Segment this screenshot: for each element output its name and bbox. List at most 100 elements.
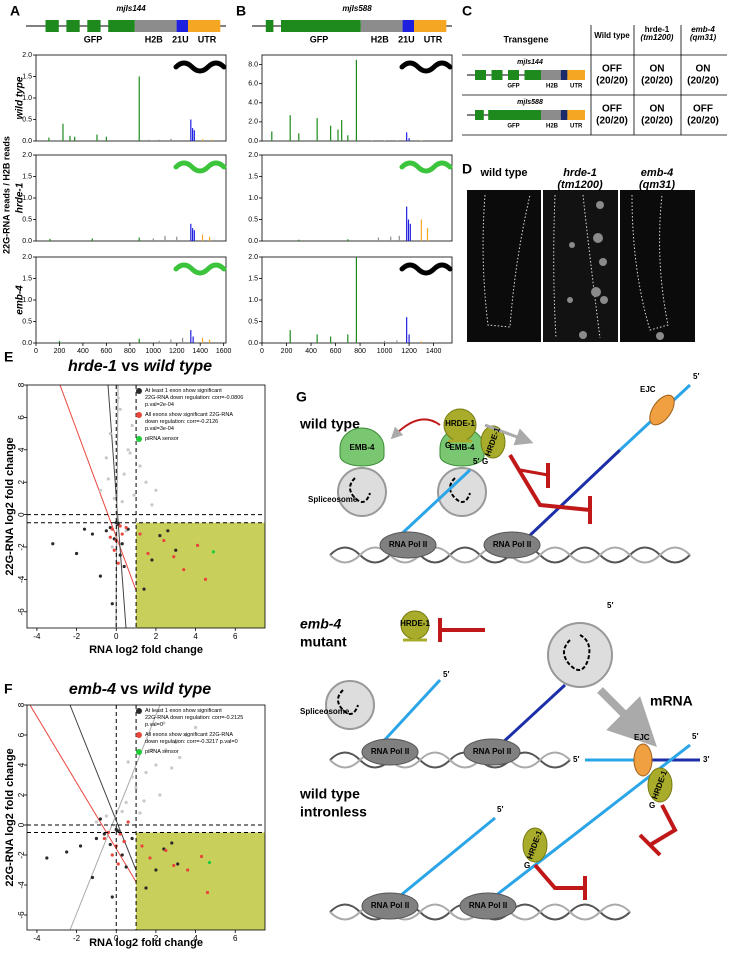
construct-feature [541, 70, 561, 80]
point [106, 477, 110, 481]
point [112, 496, 116, 500]
point [118, 553, 122, 557]
legend-label: At least 1 exon show significant 22G-RNA … [145, 708, 243, 728]
point [126, 448, 130, 452]
row-label: hrde-1 [15, 182, 26, 213]
point [134, 785, 138, 790]
x-tick-label: 0 [114, 934, 119, 943]
point [150, 748, 154, 752]
state: ON [696, 64, 711, 75]
end-label: 5′ [607, 601, 613, 610]
feature-label: H2B [145, 34, 164, 44]
end-label: 5′ [693, 372, 699, 381]
point [172, 555, 176, 559]
panel-label: D [462, 161, 472, 177]
point [104, 456, 108, 460]
point [126, 820, 130, 824]
point [114, 827, 118, 832]
protein-label: EMB-4 [350, 443, 375, 452]
legend-marker [136, 412, 142, 418]
point [118, 832, 122, 836]
feature-label: UTR [424, 34, 443, 44]
x-tick-label: 0 [114, 632, 119, 641]
point [170, 841, 174, 845]
y-tick-label: -4 [17, 881, 26, 889]
point [74, 551, 79, 556]
fit-lines [59, 385, 151, 628]
y-axis-label: 22G-RNA log2 fold change [4, 437, 16, 575]
feature-label: 21U [398, 34, 415, 44]
protein-label: EMB-4 [450, 443, 475, 452]
point [162, 538, 166, 543]
state: ON [650, 64, 665, 75]
point [154, 868, 158, 872]
point [164, 748, 168, 752]
point [102, 836, 106, 841]
section-title: wild type [299, 786, 360, 802]
legend-marker [136, 749, 142, 755]
point [130, 775, 134, 779]
x-tick-label: 0 [34, 348, 38, 355]
construct-feature [524, 70, 541, 80]
point [102, 832, 106, 836]
end-label: 5′ [573, 755, 579, 764]
point [124, 865, 128, 869]
x-tick-label: 6 [233, 934, 238, 943]
y-tick-label: 1.5 [248, 173, 258, 180]
point [90, 875, 95, 880]
pol-label: RNA Pol II [371, 747, 409, 756]
feature-label: GFP [310, 34, 329, 44]
section-title: emb-4 [300, 616, 341, 632]
point [122, 564, 126, 569]
x-tick-label: 6 [233, 632, 238, 641]
feature-label: UTR [198, 34, 217, 44]
y-tick-label: 1.5 [22, 173, 32, 180]
y-tick-label: -6 [17, 911, 26, 919]
ejc-label: EJC [634, 733, 650, 742]
title-part: emb-4 [69, 681, 116, 698]
y-tick-label: -4 [17, 575, 26, 583]
end-label: 5′ [692, 732, 698, 741]
y-tick-label: 6 [17, 415, 26, 420]
y-tick-label: 6 [17, 732, 26, 737]
construct-feature [108, 20, 135, 32]
construct-feature [475, 110, 484, 120]
point [146, 551, 150, 556]
x-tick-label: 800 [124, 348, 136, 355]
ejc-label: EJC [640, 385, 656, 394]
y-tick-label: 2 [17, 792, 26, 797]
point [199, 854, 204, 859]
x-tick-label: 0 [260, 348, 264, 355]
y-tick-label: 1.5 [22, 73, 32, 80]
point [124, 800, 128, 805]
y-tick-label: 1.0 [22, 297, 32, 304]
construct-feature [541, 110, 561, 120]
legend-label: All exons show significant 22G-RNA down r… [145, 732, 238, 745]
table-header: Transgene [503, 34, 548, 44]
point [138, 532, 142, 536]
point [114, 521, 118, 525]
feature-label: H2B [546, 84, 559, 90]
y-tick-label: 0.5 [22, 318, 32, 325]
y-tick-label: 1.5 [248, 275, 258, 282]
point [132, 493, 136, 497]
construct-feature [281, 20, 361, 32]
y-tick-label: 2.0 [248, 152, 258, 159]
construct-name: mjIs588 [342, 4, 372, 13]
point [98, 574, 102, 578]
point [144, 480, 148, 484]
y-tick-label: 2.0 [22, 254, 32, 261]
point [203, 577, 208, 582]
x-tick-label: 4 [193, 632, 198, 641]
construct-feature [265, 20, 274, 32]
plot-title: hrde-1 vs wild type [68, 358, 212, 375]
point [118, 524, 122, 528]
point [124, 525, 128, 530]
x-tick-label: 1000 [377, 348, 393, 355]
end-label: 3′ [703, 755, 709, 764]
title-part: wild type [144, 358, 213, 375]
point [108, 432, 112, 436]
point [98, 817, 102, 821]
y-tick-label: 2.0 [248, 254, 258, 261]
x-tick-label: 400 [77, 348, 89, 355]
